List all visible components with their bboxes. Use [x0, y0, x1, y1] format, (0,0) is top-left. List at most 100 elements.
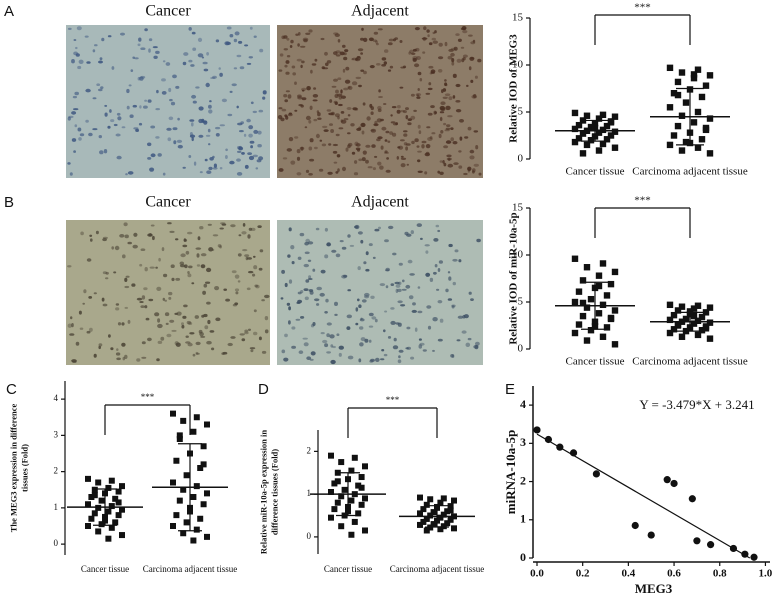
- data-point: [690, 119, 698, 126]
- data-point: [702, 82, 710, 89]
- cell-nucleus: [434, 30, 437, 34]
- cell-nucleus: [170, 101, 176, 106]
- cell-nucleus: [347, 234, 351, 238]
- cell-nucleus: [285, 115, 289, 120]
- cell-nucleus: [319, 139, 323, 142]
- cell-nucleus: [425, 151, 430, 155]
- cell-nucleus: [203, 68, 209, 72]
- data-point: [358, 474, 365, 481]
- data-point: [423, 501, 430, 508]
- data-point: [670, 311, 678, 319]
- data-point: [430, 509, 437, 516]
- cell-nucleus: [406, 326, 411, 330]
- cell-nucleus: [200, 335, 206, 338]
- data-point: [358, 484, 365, 491]
- cell-nucleus: [365, 144, 371, 148]
- cell-nucleus: [394, 281, 400, 285]
- cell-nucleus: [470, 298, 474, 301]
- significance-label: ***: [634, 2, 651, 14]
- cell-nucleus: [285, 90, 290, 93]
- cell-nucleus: [239, 66, 245, 70]
- cell-nucleus: [410, 230, 414, 235]
- cell-nucleus: [149, 167, 155, 172]
- cell-nucleus: [73, 108, 79, 111]
- cell-nucleus: [399, 86, 404, 89]
- cell-nucleus: [110, 347, 114, 351]
- cell-nucleus: [166, 127, 172, 131]
- cell-nucleus: [169, 98, 173, 102]
- cell-nucleus: [258, 336, 262, 341]
- cell-nucleus: [459, 136, 463, 141]
- cell-nucleus: [477, 58, 482, 63]
- cell-nucleus: [428, 42, 433, 46]
- cell-nucleus: [311, 63, 317, 66]
- cell-nucleus: [347, 132, 351, 135]
- cell-nucleus: [258, 267, 263, 271]
- cell-nucleus: [278, 69, 283, 72]
- cell-nucleus: [376, 42, 379, 46]
- cell-nucleus: [86, 258, 92, 262]
- data-point: [173, 457, 180, 464]
- data-point: [112, 519, 119, 526]
- cell-nucleus: [246, 118, 251, 123]
- data-point: [678, 303, 686, 310]
- cell-nucleus: [297, 94, 302, 98]
- cell-nucleus: [200, 264, 206, 269]
- cell-nucleus: [99, 150, 104, 155]
- data-point: [423, 527, 430, 534]
- cell-nucleus: [308, 173, 313, 176]
- cell-nucleus: [428, 65, 434, 69]
- cell-nucleus: [452, 258, 458, 262]
- cell-nucleus: [455, 109, 462, 113]
- data-point: [666, 141, 674, 149]
- cell-nucleus: [317, 117, 322, 120]
- data-point: [112, 495, 119, 502]
- cell-nucleus: [176, 311, 182, 316]
- data-point: [647, 531, 655, 539]
- data-point: [197, 515, 204, 522]
- cell-nucleus: [175, 85, 180, 89]
- cell-nucleus: [320, 332, 325, 335]
- cell-nucleus: [298, 350, 304, 355]
- cell-nucleus: [475, 145, 479, 150]
- cell-nucleus: [433, 271, 437, 275]
- cell-nucleus: [77, 127, 82, 132]
- cell-nucleus: [457, 315, 464, 319]
- cell-nucleus: [339, 51, 345, 56]
- cell-nucleus: [318, 168, 324, 172]
- cell-nucleus: [308, 275, 312, 279]
- data-point: [417, 521, 423, 528]
- cell-nucleus: [338, 95, 342, 100]
- cell-nucleus: [343, 118, 349, 121]
- cell-nucleus: [426, 305, 432, 309]
- cell-nucleus: [96, 83, 101, 86]
- cell-nucleus: [164, 312, 170, 317]
- data-point: [583, 141, 591, 149]
- cell-nucleus: [438, 133, 442, 139]
- cell-nucleus: [356, 127, 362, 131]
- cell-nucleus: [234, 302, 239, 306]
- data-point: [556, 443, 564, 451]
- cell-nucleus: [89, 327, 93, 332]
- cell-nucleus: [252, 273, 256, 277]
- cell-nucleus: [209, 330, 215, 333]
- cell-nucleus: [474, 75, 478, 79]
- data-point: [338, 459, 345, 466]
- cell-nucleus: [71, 323, 74, 328]
- cell-nucleus: [368, 339, 372, 343]
- cell-nucleus: [464, 136, 469, 139]
- cell-nucleus: [447, 115, 453, 118]
- cell-nucleus: [155, 266, 158, 269]
- data-point: [348, 497, 355, 504]
- y-axis-label: The MEG3 expression in difference: [8, 403, 18, 532]
- x-tick-label: 0.0: [530, 568, 544, 580]
- cell-nucleus: [355, 143, 361, 147]
- cell-nucleus: [76, 26, 82, 31]
- cell-nucleus: [138, 37, 142, 42]
- cell-nucleus: [395, 284, 401, 288]
- data-point: [583, 264, 591, 271]
- cell-nucleus: [341, 246, 347, 250]
- cell-nucleus: [422, 349, 427, 352]
- cell-nucleus: [290, 39, 294, 44]
- panel-label: C: [6, 381, 17, 398]
